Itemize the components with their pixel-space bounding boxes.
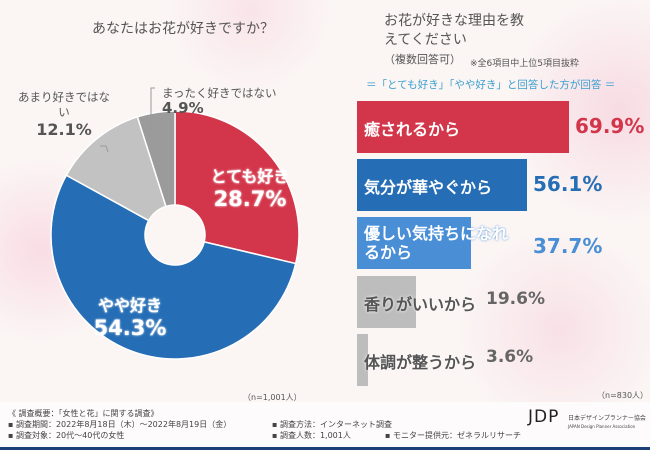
logo-jp: 日本デザインプランナー協会 <box>568 415 646 422</box>
logo-en: JAPAN Design Planner Association <box>568 424 636 429</box>
survey-method: ▪ 調査方法：インターネット調査 <box>272 420 392 429</box>
bar-subtitle: ＝「とても好き」「やや好き」と回答した方が回答 ＝ <box>366 79 616 91</box>
bar <box>357 276 417 328</box>
jdp-logo: JDP <box>528 407 560 427</box>
slice-label-not-at-all: まったく好きではない 4.9% <box>162 86 277 117</box>
pie-slice-somewhat <box>50 174 297 360</box>
bar <box>357 159 528 211</box>
leader-line <box>150 87 155 130</box>
donut-chart <box>50 87 300 360</box>
pie-title: あなたはお花が好きですか？ <box>92 21 274 37</box>
bar-value: 37.7% <box>533 234 603 258</box>
bar-value: 3.6% <box>486 347 534 367</box>
pie-slice-very <box>174 110 300 265</box>
bar-value: 19.6% <box>486 289 545 309</box>
bar-label: 優しい気持ちになれるから <box>364 224 509 262</box>
bar <box>357 217 472 269</box>
slice-label-somewhat: やや好き 54.3% <box>93 296 167 340</box>
bar-label: 癒されるから <box>364 120 461 139</box>
bar <box>357 101 569 153</box>
bar-label: 香りがいいから <box>364 295 477 314</box>
survey-period: ▪ 調査期間：2022年8月18日（木）～2022年8月19日（金） <box>8 420 232 429</box>
leader-line <box>100 145 109 153</box>
pie-slice-not-at-all <box>136 110 176 208</box>
pie-n-note: （n=1,001人） <box>243 393 302 402</box>
bar-note: ※全6項目中上位5項目抜粋 <box>470 59 579 69</box>
bar-n-note: （n=830人） <box>597 391 649 400</box>
survey-monitor: ▪ モニター提供元：ゼネラルリサーチ <box>385 431 521 440</box>
bar <box>357 334 368 386</box>
footer: 《 調査概要：「女性と花」に関する調査》 ▪ 調査期間：2022年8月18日（木… <box>0 402 650 450</box>
bar-label: 体調が整うから <box>364 353 477 372</box>
survey-title: 《 調査概要：「女性と花」に関する調査》 <box>8 409 159 418</box>
survey-count: ▪ 調査人数：1,001人 <box>272 431 351 440</box>
bar-label: 気分が華やぐから <box>364 178 493 197</box>
bar-title: お花が好きな理由を教えてください （複数回答可） <box>384 13 524 66</box>
pie-slice-not-much <box>65 115 167 222</box>
bar-value: 69.9% <box>575 114 645 138</box>
slice-label-very: とても好き 28.7% <box>210 167 290 211</box>
survey-target: ▪ 調査対象：20代～40代の女性 <box>8 431 125 440</box>
slice-label-not-much: あまり好きではない 12.1% <box>18 90 110 139</box>
bar-value: 56.1% <box>533 172 603 196</box>
